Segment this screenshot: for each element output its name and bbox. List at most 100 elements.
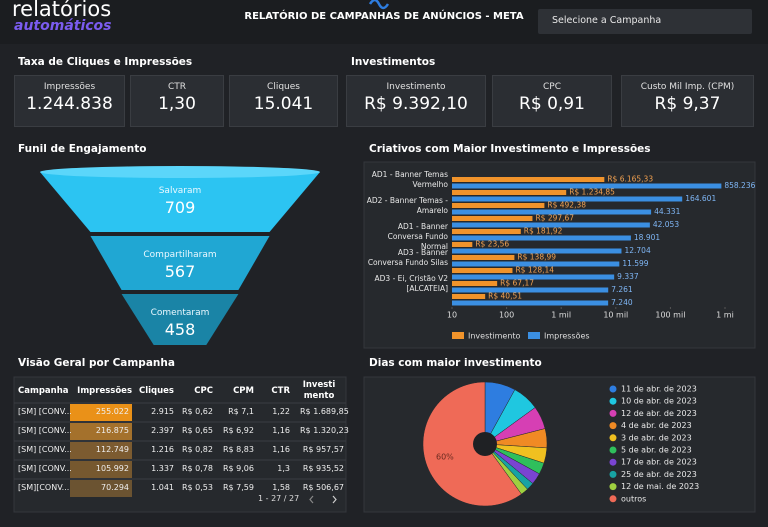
kpi-value: R$ 9.392,10 (364, 94, 468, 114)
value-label: R$ 297,67 (535, 214, 574, 223)
table-cell: [SM] [CONV... (18, 464, 72, 473)
bar (452, 242, 473, 247)
chart-title: Criativos com Maior Investimento e Impre… (369, 143, 651, 155)
pie-slice (422, 381, 522, 507)
heat-cell (70, 480, 132, 497)
bar (452, 222, 650, 228)
table-cell: R$ 8,83 (222, 445, 254, 454)
value-label: 42.053 (653, 220, 679, 229)
kpi-card: Investimento R$ 9.392,10 (346, 75, 486, 127)
legend-label: 25 de abr. de 2023 (621, 470, 697, 479)
table-cell: 70.294 (101, 483, 129, 492)
table-cell: 1,16 (272, 445, 290, 454)
value-label: R$ 181,92 (524, 227, 563, 236)
kpi-card: Custo Mil Imp. (CPM) R$ 9,37 (621, 75, 754, 127)
value-label: 44.331 (654, 207, 680, 216)
table-cell: R$ 0,82 (181, 445, 213, 454)
heat-cell (70, 404, 132, 421)
value-label: R$ 128,14 (515, 266, 554, 275)
x-tick-label: 10 (447, 311, 457, 320)
table-cell: 255.022 (95, 407, 129, 416)
y-tick-label: AD3 - Banner Conversa Fundo Silas (367, 248, 448, 267)
next-page (332, 495, 337, 504)
legend-label: 5 de abr. de 2023 (621, 446, 692, 455)
column-header: Impressões (77, 386, 132, 396)
table-cell: R$ 506,67 (302, 483, 344, 492)
section-title: Visão Geral por Campanha (18, 357, 175, 369)
table-cell: 105.992 (95, 464, 129, 473)
legend-dot (609, 446, 617, 454)
bar (452, 300, 609, 306)
x-tick-label: 100 (499, 311, 514, 320)
legend-label: 10 de abr. de 2023 (621, 397, 697, 406)
legend-dot (609, 458, 617, 466)
kpi-card: CPC R$ 0,91 (492, 75, 612, 127)
value-label: 18.901 (634, 233, 660, 242)
table-cell: 1,3 (277, 464, 290, 473)
legend-dot (609, 385, 617, 393)
legend-swatch (452, 332, 464, 339)
table-cell: R$ 0,53 (181, 483, 213, 492)
column-header: Investimento (302, 380, 336, 401)
table-cell: R$ 7,1 (228, 407, 254, 416)
legend-label: Impressões (544, 332, 590, 341)
x-tick-label: 1 mil (551, 311, 571, 320)
legend-label: 17 de abr. de 2023 (621, 458, 697, 467)
section-title: Investimentos (351, 56, 436, 68)
funnel-cap (40, 166, 320, 178)
section-title: Taxa de Cliques e Impressões (18, 56, 193, 68)
value-label: R$ 1.234,85 (569, 188, 615, 197)
table-cell: 1.216 (151, 445, 174, 454)
x-tick-label: 1 mi (716, 311, 734, 320)
kpi-label: Impressões (43, 82, 96, 92)
value-label: 164.601 (685, 194, 716, 203)
legend-label: 11 de abr. de 2023 (621, 385, 697, 394)
legend-label: Investimento (468, 332, 521, 341)
table-cell: 1,16 (272, 426, 290, 435)
table-cell: R$ 9,06 (222, 464, 254, 473)
bar (452, 190, 567, 195)
funnel-stage (40, 172, 320, 232)
value-label: 9.337 (617, 272, 639, 281)
table-cell: 112.749 (95, 445, 129, 454)
table-cell: 1,58 (272, 483, 290, 492)
value-label: R$ 492,38 (547, 201, 586, 210)
table-cell: 1,22 (272, 407, 290, 416)
panel (13, 376, 347, 513)
value-label: 7.261 (611, 285, 633, 294)
funnel-label: Compartilharam (143, 250, 217, 260)
table-cell: R$ 957,57 (302, 445, 344, 454)
legend-dot (609, 495, 617, 503)
bar (452, 281, 498, 286)
bar (452, 274, 615, 280)
table-cell: 2.915 (151, 407, 174, 416)
legend-dot (609, 409, 617, 417)
kpi-value: 15.041 (253, 94, 314, 114)
table-cell: [SM] [CONV... (18, 407, 72, 416)
legend-label: 12 de abr. de 2023 (621, 409, 697, 418)
table-cell: [SM][CONV... (18, 483, 70, 492)
legend-label: outros (621, 494, 646, 503)
funnel-value: 709 (164, 198, 196, 217)
kpi-value: R$ 9,37 (654, 94, 721, 114)
legend-dot (609, 397, 617, 405)
legend-label: 4 de abr. de 2023 (621, 421, 692, 430)
kpi-label: Investimento (386, 82, 446, 92)
table-cell: [SM] [CONV... (18, 445, 72, 454)
dropdown-label: Selecione a Campanha (552, 15, 662, 26)
kpi-label: CPC (543, 82, 561, 92)
pagination: 1 - 27 / 27 (258, 494, 300, 503)
bar (452, 203, 545, 208)
bar (452, 255, 515, 260)
value-label: 11.599 (622, 259, 648, 268)
heat-cell (70, 423, 132, 440)
table-cell: 1.041 (151, 483, 174, 492)
value-label: R$ 138,99 (517, 253, 556, 262)
campaign-dropdown[interactable]: Selecione a Campanha (538, 9, 752, 34)
column-header: CPC (194, 386, 213, 396)
chart-title: Dias com maior investimento (369, 357, 542, 369)
table-cell: R$ 0,65 (181, 426, 213, 435)
funnel-label: Salvaram (158, 186, 202, 196)
